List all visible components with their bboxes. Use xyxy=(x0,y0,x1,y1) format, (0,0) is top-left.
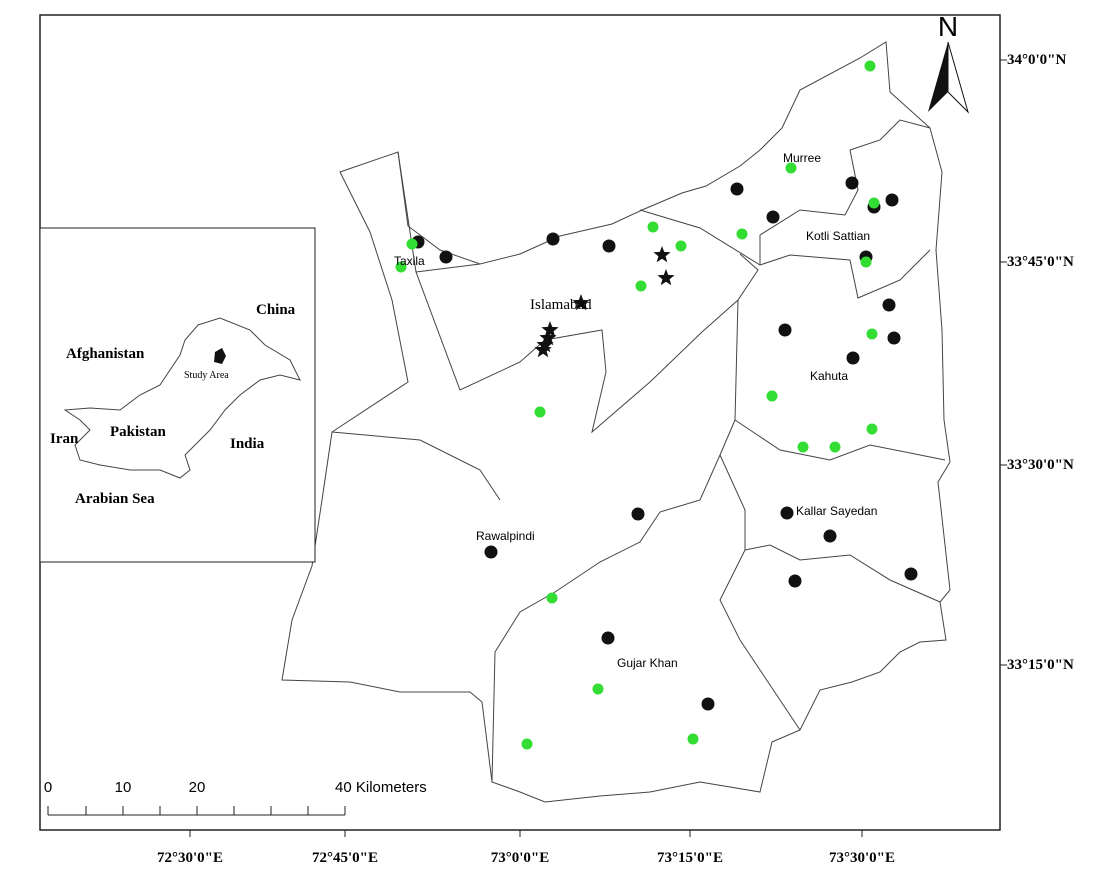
black-site xyxy=(887,331,901,345)
black-site xyxy=(885,193,899,207)
inset-map: China Afghanistan Pakistan Study Area Ir… xyxy=(39,227,316,563)
black-site xyxy=(845,176,859,190)
lon-label: 72°30'0"E xyxy=(157,850,223,866)
inset-label: China xyxy=(256,302,296,318)
black-site xyxy=(602,239,616,253)
lon-label: 72°45'0"E xyxy=(312,850,378,866)
north-label: N xyxy=(938,11,958,42)
green-site xyxy=(866,328,878,340)
black-site xyxy=(546,232,560,246)
black-site xyxy=(631,507,645,521)
black-site xyxy=(766,210,780,224)
site-markers xyxy=(395,60,918,750)
inset-frame xyxy=(39,227,316,563)
green-site xyxy=(635,280,647,292)
star-site xyxy=(653,246,671,263)
green-site xyxy=(592,683,604,695)
star-site xyxy=(539,329,557,346)
scale-label: 0 xyxy=(44,779,52,796)
place-label: Taxila xyxy=(394,254,425,268)
place-labels: Murree Kotli Sattian Taxila Islamabad Ka… xyxy=(394,151,877,670)
black-site xyxy=(780,506,794,520)
black-site xyxy=(439,250,453,264)
green-site xyxy=(829,441,841,453)
inset-label: Arabian Sea xyxy=(75,491,155,507)
green-site xyxy=(766,390,778,402)
place-label: Rawalpindi xyxy=(476,529,535,543)
green-site xyxy=(736,228,748,240)
black-site xyxy=(701,697,715,711)
green-site xyxy=(785,162,797,174)
lat-label: 33°45'0"N xyxy=(1007,254,1074,270)
green-site xyxy=(647,221,659,233)
scale-bar: 0 10 20 40 Kilometers xyxy=(44,779,427,816)
scale-label: 20 xyxy=(189,779,206,796)
scale-label: 40 Kilometers xyxy=(335,779,427,796)
black-site xyxy=(778,323,792,337)
district-boundaries xyxy=(281,41,951,803)
inset-label: Pakistan xyxy=(110,424,167,440)
black-site xyxy=(788,574,802,588)
star-site xyxy=(657,269,675,286)
lat-label: 33°30'0"N xyxy=(1007,457,1074,473)
black-site xyxy=(823,529,837,543)
green-site xyxy=(521,738,533,750)
place-label: Gujar Khan xyxy=(617,656,678,670)
latitude-labels: 34°0'0"N 33°45'0"N 33°30'0"N 33°15'0"N xyxy=(1007,52,1074,673)
inset-label: India xyxy=(230,436,265,452)
scale-labels: 0 10 20 40 Kilometers xyxy=(44,779,427,796)
green-site xyxy=(860,256,872,268)
green-site xyxy=(395,261,407,273)
inset-label: Iran xyxy=(50,431,79,447)
black-site xyxy=(484,545,498,559)
place-label: Kahuta xyxy=(810,369,848,383)
star-site xyxy=(534,341,552,358)
place-label: Islamabad xyxy=(530,297,592,313)
graticule-ticks xyxy=(189,59,1007,837)
green-site xyxy=(675,240,687,252)
star-site xyxy=(541,321,559,338)
scale-label: 10 xyxy=(115,779,132,796)
green-site xyxy=(868,197,880,209)
lat-label: 34°0'0"N xyxy=(1007,52,1066,68)
green-site xyxy=(866,423,878,435)
place-label: Kallar Sayedan xyxy=(796,504,877,518)
lon-label: 73°15'0"E xyxy=(657,850,723,866)
place-label: Kotli Sattian xyxy=(806,229,870,243)
place-label: Murree xyxy=(783,151,821,165)
black-site xyxy=(882,298,896,312)
green-site xyxy=(534,406,546,418)
green-site xyxy=(687,733,699,745)
north-arrow xyxy=(947,41,970,114)
black-site xyxy=(904,567,918,581)
lat-label: 33°15'0"N xyxy=(1007,657,1074,673)
north-arrow xyxy=(928,42,948,112)
inset-labels: China Afghanistan Pakistan Study Area Ir… xyxy=(50,302,296,507)
black-site xyxy=(846,351,860,365)
inset-label: Study Area xyxy=(184,370,229,381)
star-site xyxy=(572,294,590,311)
longitude-labels: 72°30'0"E 72°45'0"E 73°0'0"E 73°15'0"E 7… xyxy=(157,850,895,866)
green-site xyxy=(797,441,809,453)
green-site xyxy=(864,60,876,72)
green-site xyxy=(406,238,418,250)
lon-label: 73°30'0"E xyxy=(829,850,895,866)
black-site xyxy=(730,182,744,196)
green-site xyxy=(546,592,558,604)
black-site xyxy=(601,631,615,645)
study-area xyxy=(214,348,226,364)
inset-label: Afghanistan xyxy=(66,346,145,362)
lon-label: 73°0'0"E xyxy=(491,850,550,866)
star-site xyxy=(536,336,554,353)
